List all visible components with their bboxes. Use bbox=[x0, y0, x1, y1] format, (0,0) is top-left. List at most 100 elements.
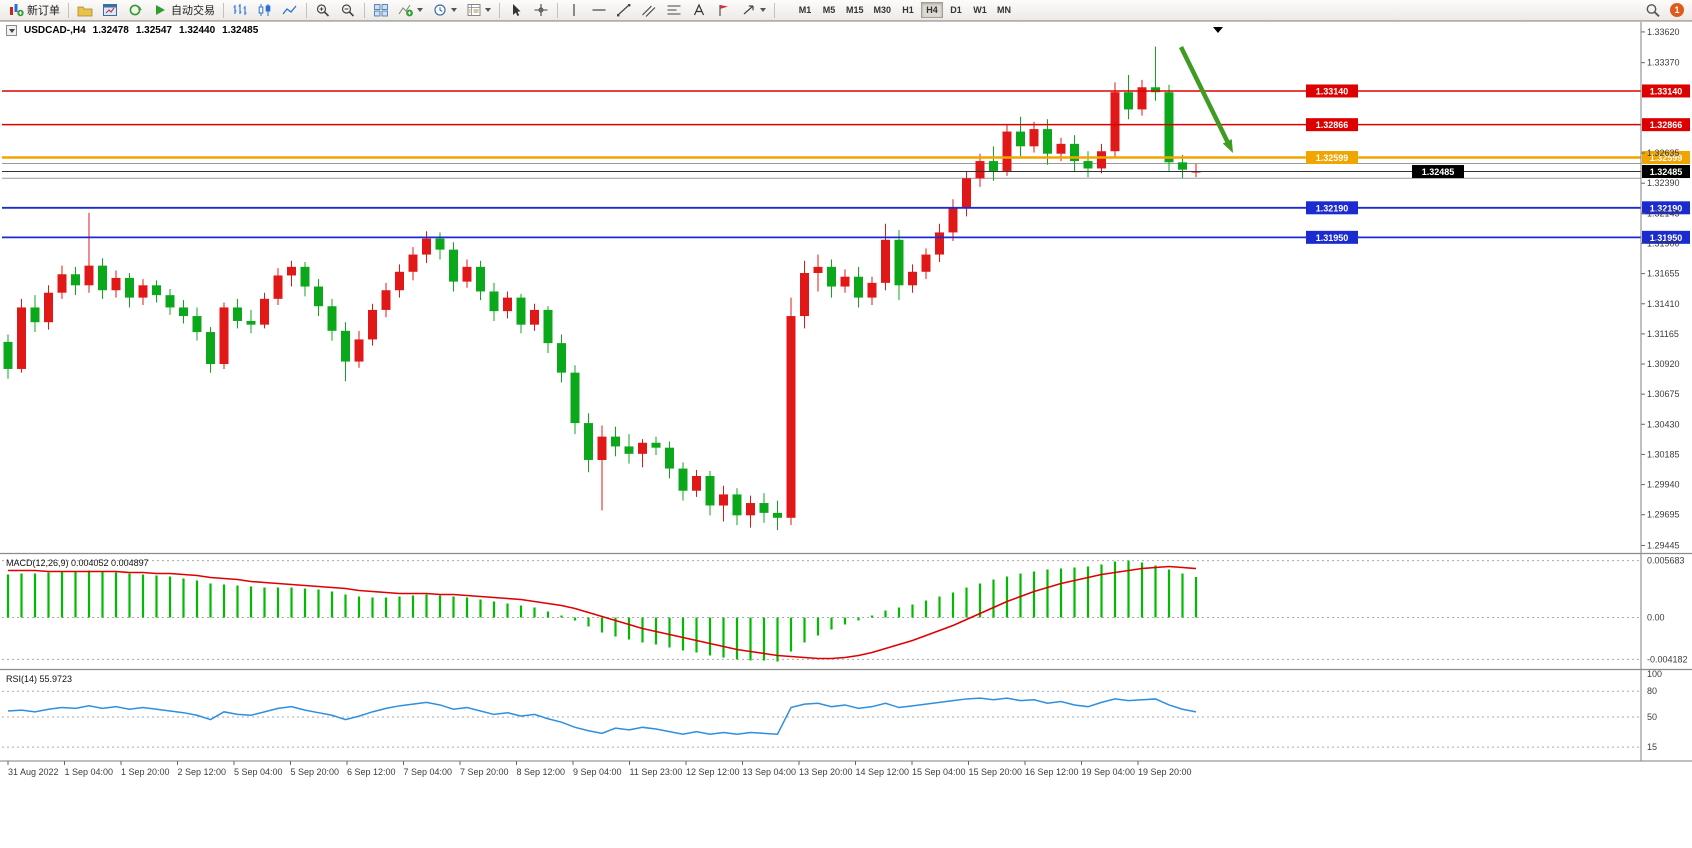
candlestick bbox=[462, 259, 472, 288]
time-axis-label: 5 Sep 20:00 bbox=[291, 767, 340, 777]
price-axis-label: 1.30430 bbox=[1647, 419, 1680, 429]
candlestick bbox=[516, 293, 526, 334]
current-price-label: 1.32485 bbox=[1412, 165, 1464, 179]
notification-badge[interactable]: 1 bbox=[1670, 3, 1684, 17]
zoom-in-icon bbox=[316, 4, 330, 17]
search-button[interactable] bbox=[1641, 1, 1665, 19]
arrows-tool-button[interactable] bbox=[737, 1, 770, 19]
flag-icon bbox=[719, 5, 728, 16]
candlestick bbox=[165, 289, 175, 315]
candlestick bbox=[1016, 116, 1025, 157]
candlestick bbox=[570, 365, 580, 435]
candlestick bbox=[624, 434, 634, 464]
toolbar-separator bbox=[557, 2, 558, 18]
autotrade-button[interactable]: 自动交易 bbox=[148, 1, 219, 19]
periods-button[interactable] bbox=[428, 1, 461, 19]
candlestick bbox=[314, 279, 323, 317]
candlestick bbox=[152, 280, 161, 303]
candlestick bbox=[705, 471, 715, 516]
timeframe-button-m1[interactable]: M1 bbox=[798, 5, 812, 15]
macd-signal-line bbox=[8, 565, 1197, 660]
candlestick bbox=[948, 199, 958, 242]
trend-arrow-annotation[interactable] bbox=[1178, 46, 1233, 153]
timeframe-button-m30[interactable]: M30 bbox=[873, 5, 892, 15]
candlestick bbox=[422, 231, 431, 264]
cursor-button[interactable] bbox=[504, 1, 528, 19]
axis-current-price-label: 1.32485 bbox=[1642, 165, 1690, 179]
templates-button[interactable] bbox=[462, 1, 495, 19]
candlestick bbox=[327, 298, 337, 341]
dropdown-caret-icon bbox=[760, 8, 766, 12]
autotrade-label: 自动交易 bbox=[171, 5, 215, 17]
trendline-tool-button[interactable] bbox=[612, 1, 636, 19]
chart-bars-button[interactable] bbox=[228, 1, 252, 19]
zoom-out-button[interactable] bbox=[336, 1, 360, 19]
svg-text:1.32190: 1.32190 bbox=[1316, 203, 1349, 213]
svg-text:1.33140: 1.33140 bbox=[1650, 86, 1683, 96]
timeframe-button-h4[interactable]: H4 bbox=[921, 2, 944, 18]
time-axis-label: 19 Sep 04:00 bbox=[1082, 767, 1136, 777]
profiles-button[interactable] bbox=[73, 1, 97, 19]
axis-price-label: 1.33140 bbox=[1642, 84, 1690, 98]
chart-collapse-button[interactable] bbox=[6, 25, 17, 36]
timeframe-button-d1[interactable]: D1 bbox=[950, 5, 962, 15]
candlestick bbox=[44, 285, 53, 330]
horizontal-line-tool-button[interactable] bbox=[587, 1, 611, 19]
chart-canvas[interactable]: 1.33140 1.33140 1.32866 1.32866 1.32599 1.325… bbox=[0, 21, 1692, 848]
candlestick bbox=[1191, 163, 1201, 178]
time-axis-label: 2 Sep 12:00 bbox=[178, 767, 227, 777]
timeframe-button-m15[interactable]: M15 bbox=[846, 5, 864, 15]
chart-line-button[interactable] bbox=[278, 1, 302, 19]
timeframe-button-m5[interactable]: M5 bbox=[822, 5, 836, 15]
price-axis-label: 1.32145 bbox=[1647, 208, 1680, 218]
tile-windows-button[interactable] bbox=[369, 1, 393, 19]
candlestick bbox=[867, 276, 877, 305]
timeframe-button-mn[interactable]: MN bbox=[997, 5, 1012, 15]
new-order-button[interactable]: 新订单 bbox=[4, 1, 64, 19]
candlestick bbox=[921, 248, 931, 280]
chart-shift-marker[interactable] bbox=[1213, 27, 1223, 33]
candlestick bbox=[746, 495, 755, 528]
level-price-label: 1.31950 bbox=[1306, 230, 1358, 244]
crosshair-button[interactable] bbox=[529, 1, 553, 19]
timeframe-button-h1[interactable]: H1 bbox=[902, 5, 914, 15]
label-tool-button[interactable] bbox=[712, 1, 736, 19]
zoom-in-button[interactable] bbox=[311, 1, 335, 19]
candlestick bbox=[503, 291, 512, 319]
svg-text:1.33140: 1.33140 bbox=[1316, 86, 1349, 96]
charts-button[interactable] bbox=[98, 1, 122, 19]
candlestick bbox=[908, 264, 917, 293]
candlestick bbox=[584, 413, 593, 473]
price-axis-label: 1.29445 bbox=[1647, 540, 1680, 550]
refresh-icon bbox=[129, 4, 142, 16]
fibonacci-tool-button[interactable] bbox=[662, 1, 686, 19]
dropdown-caret-icon bbox=[417, 8, 423, 12]
indicators-button[interactable] bbox=[394, 1, 427, 19]
chart-area: 1.33140 1.33140 1.32866 1.32866 1.32599 1.325… bbox=[0, 21, 1692, 848]
time-axis-label: 6 Sep 12:00 bbox=[347, 767, 396, 777]
svg-text:1.31950: 1.31950 bbox=[1316, 233, 1349, 243]
price-axis-label: 1.29695 bbox=[1647, 510, 1680, 520]
candlestick bbox=[179, 300, 188, 324]
text-tool-button[interactable] bbox=[687, 1, 711, 19]
time-axis-label: 5 Sep 04:00 bbox=[234, 767, 283, 777]
svg-text:1.32190: 1.32190 bbox=[1650, 203, 1683, 213]
candlestick bbox=[989, 146, 998, 181]
toolbar-separator bbox=[68, 2, 69, 18]
timeframe-button-w1[interactable]: W1 bbox=[973, 5, 987, 15]
svg-text:1.32485: 1.32485 bbox=[1422, 167, 1455, 177]
candlestick bbox=[530, 303, 539, 331]
candlestick bbox=[813, 254, 823, 292]
level-price-label: 1.32866 bbox=[1306, 118, 1358, 132]
chart-window-icon bbox=[103, 4, 117, 16]
candlestick bbox=[854, 266, 863, 308]
channel-tool-button[interactable] bbox=[637, 1, 661, 19]
candlestick bbox=[71, 266, 80, 296]
refresh-button[interactable] bbox=[123, 1, 147, 19]
time-axis-label: 15 Sep 20:00 bbox=[969, 767, 1023, 777]
macd-axis-label: 0.005683 bbox=[1647, 556, 1685, 566]
horizontal-line-icon bbox=[592, 9, 606, 11]
chart-candles-button[interactable] bbox=[253, 1, 277, 19]
candlestick bbox=[543, 306, 553, 353]
vertical-line-tool-button[interactable] bbox=[562, 1, 586, 19]
